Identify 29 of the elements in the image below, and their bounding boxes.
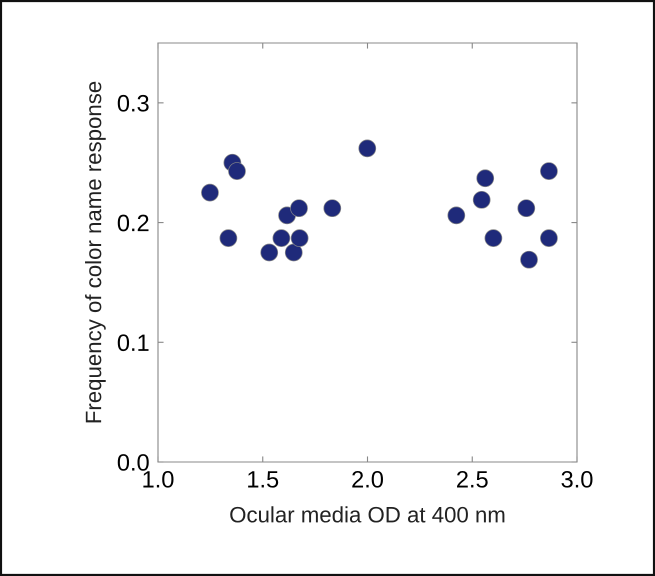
x-tick-label: 3.0 xyxy=(561,470,592,488)
point xyxy=(284,244,303,262)
point xyxy=(272,229,290,247)
y-tick-label: 0.0 xyxy=(118,454,149,471)
y-tick-label: 0.1 xyxy=(118,334,149,352)
point xyxy=(472,190,491,209)
point xyxy=(323,199,342,218)
point xyxy=(260,244,278,262)
point xyxy=(520,250,538,269)
point xyxy=(290,199,308,218)
point xyxy=(290,229,308,247)
y-axis-title: Frequency of color name response xyxy=(85,82,106,422)
point xyxy=(517,199,536,218)
point xyxy=(358,139,376,158)
point xyxy=(484,229,502,247)
point xyxy=(540,162,558,180)
y-tick-label: 0.3 xyxy=(118,94,149,112)
point xyxy=(476,169,494,188)
x-tick-label: 2.5 xyxy=(457,470,488,488)
point xyxy=(228,162,246,180)
x-tick-label: 1.0 xyxy=(143,470,174,488)
point xyxy=(447,206,466,224)
y-tick-label: 0.2 xyxy=(118,214,148,232)
point xyxy=(540,229,558,247)
point xyxy=(220,229,238,247)
x-axis-title: Ocular media OD at 400 nm xyxy=(230,506,504,523)
x-tick-label: 2.0 xyxy=(352,470,383,488)
point xyxy=(201,184,219,202)
x-tick-label: 1.5 xyxy=(248,471,278,488)
